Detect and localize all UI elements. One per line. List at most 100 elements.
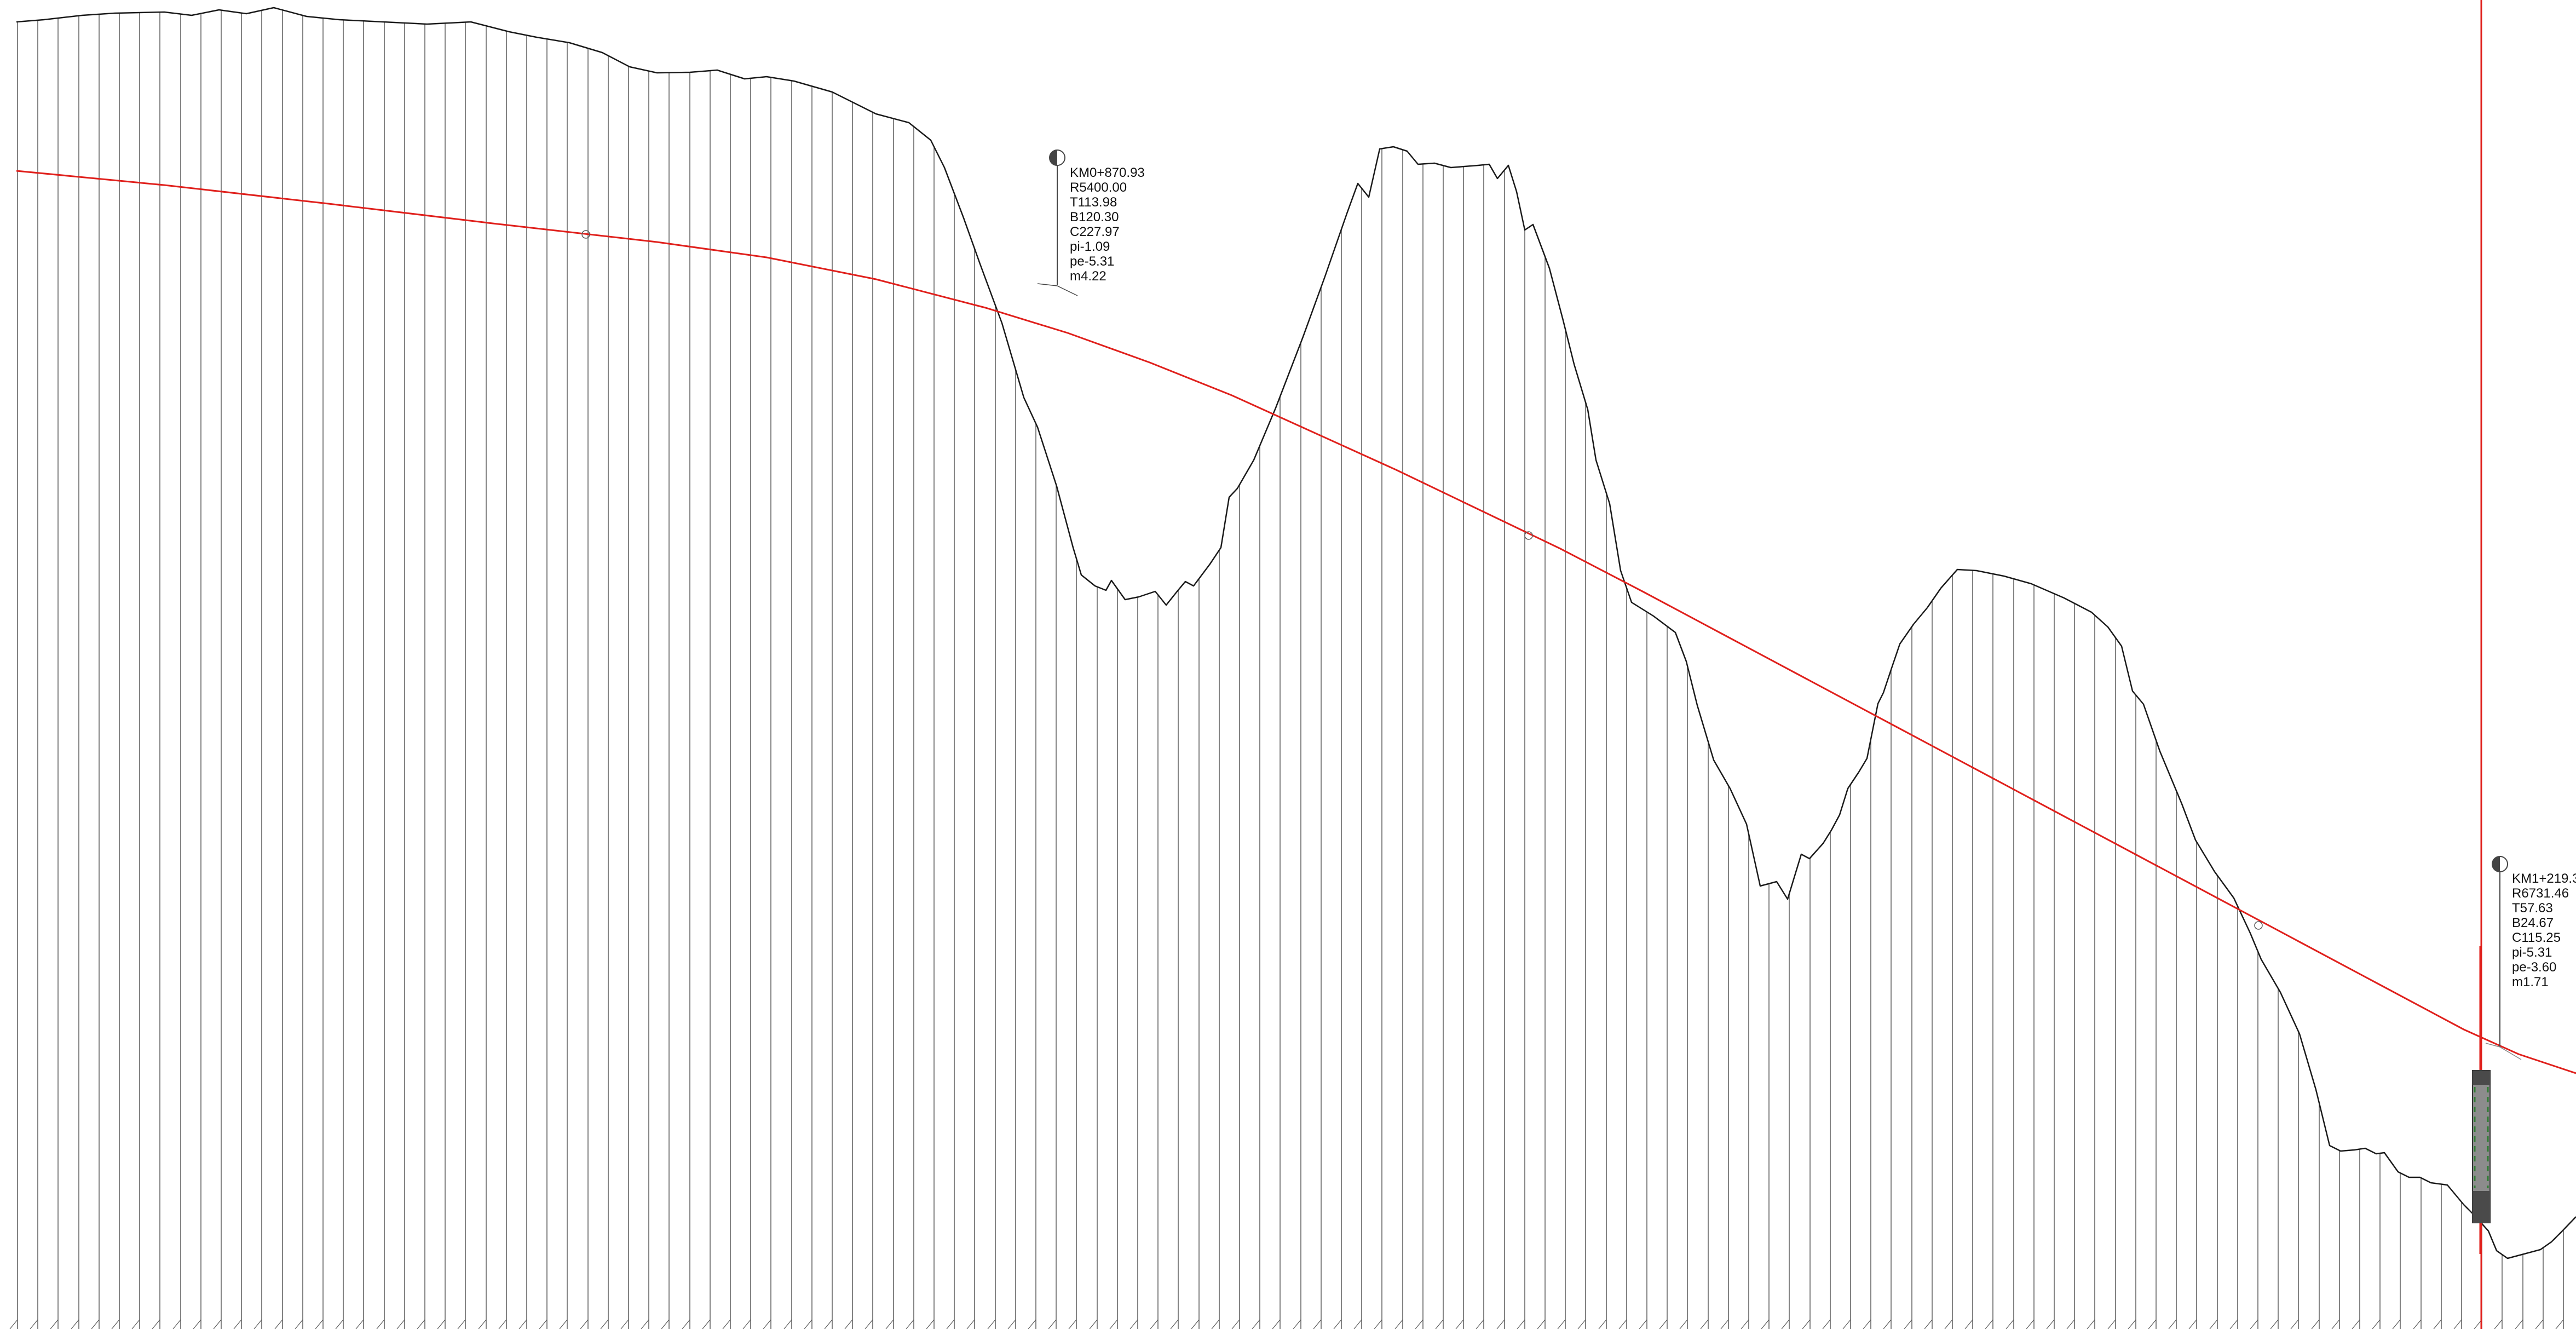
station-tick [2148, 1319, 2157, 1329]
station-tick [172, 1319, 181, 1329]
curve-point-marker [1524, 531, 1533, 540]
station-tick [9, 1319, 18, 1329]
annotation-tick [1037, 283, 1078, 296]
station-tick [71, 1319, 79, 1329]
station-tick [457, 1319, 466, 1329]
station-tick [1944, 1319, 1953, 1329]
station-tick [620, 1319, 629, 1329]
station-tick [742, 1319, 751, 1329]
station-tick [1476, 1319, 1484, 1329]
station-tick [1679, 1319, 1688, 1329]
station-tick [682, 1319, 690, 1329]
station-tick [437, 1319, 446, 1329]
station-tick [2392, 1319, 2401, 1329]
station-tick [1863, 1319, 1871, 1329]
station-tick [1272, 1319, 1281, 1329]
station-tick [2433, 1319, 2442, 1329]
station-tick [2229, 1319, 2238, 1329]
annotation-line: T113.98 [1070, 195, 1117, 210]
station-tick [1415, 1319, 1424, 1329]
station-tick [478, 1319, 487, 1329]
station-tick [2453, 1319, 2462, 1329]
station-tick [518, 1319, 527, 1329]
station-tick [1170, 1319, 1179, 1329]
station-tick [641, 1319, 649, 1329]
station-tick [580, 1319, 589, 1329]
station-tick [1924, 1319, 1933, 1329]
station-tick [1191, 1319, 1200, 1329]
station-tick [2026, 1319, 2035, 1329]
station-tick [111, 1319, 120, 1329]
station-tick [2046, 1319, 2055, 1329]
station-tick [1700, 1319, 1709, 1329]
station-tick [193, 1319, 201, 1329]
station-tick [152, 1319, 160, 1329]
station-tick [661, 1319, 670, 1329]
annotation-tick [2485, 1043, 2522, 1060]
station-tick [1394, 1319, 1403, 1329]
vertical-curve-annotation-1: KM0+870.93 R5400.00 T113.98 B120.30 C227… [1037, 149, 1145, 296]
station-tick [2535, 1319, 2544, 1329]
station-tick [2188, 1319, 2197, 1329]
station-tick [2311, 1319, 2320, 1329]
annotation-line: m4.22 [1070, 269, 1107, 284]
station-tick [30, 1319, 38, 1329]
annotation-line: pe-3.60 [2512, 960, 2556, 975]
station-tick [1333, 1319, 1342, 1329]
station-tick [1618, 1319, 1627, 1329]
station-tick [2555, 1319, 2564, 1329]
station-tick [396, 1319, 405, 1329]
station-tick [2352, 1319, 2360, 1329]
station-tick [946, 1319, 955, 1329]
station-tick [2107, 1319, 2116, 1329]
annotation-line: pe-5.31 [1070, 254, 1114, 269]
ground-profile-line [16, 7, 2576, 1259]
station-tick [1964, 1319, 1973, 1329]
station-tick [2290, 1319, 2299, 1329]
station-tick [1985, 1319, 1993, 1329]
station-tick [1598, 1319, 1607, 1329]
station-tick [1577, 1319, 1586, 1329]
station-tick [1639, 1319, 1647, 1329]
structure-pier [2472, 1070, 2491, 1223]
curve-point-marker [581, 230, 590, 239]
station-tick [722, 1319, 731, 1329]
station-tick [2250, 1319, 2258, 1329]
station-tick [1313, 1319, 1322, 1329]
half-circle-marker-icon [2492, 856, 2508, 872]
station-tick [783, 1319, 792, 1329]
station-tick [315, 1319, 324, 1329]
station-grid-lines [9, 10, 2564, 1329]
station-tick [865, 1319, 873, 1329]
station-tick [1517, 1319, 1525, 1329]
station-tick [2006, 1319, 2014, 1329]
curve-point-marker [2254, 921, 2263, 930]
annotation-line: KM0+870.93 [1070, 165, 1145, 180]
station-tick [91, 1319, 100, 1329]
station-tick [1842, 1319, 1851, 1329]
station-tick [131, 1319, 140, 1329]
station-tick [2168, 1319, 2177, 1329]
station-tick [804, 1319, 812, 1329]
station-tick [1659, 1319, 1668, 1329]
station-tick [1455, 1319, 1464, 1329]
station-tick [1720, 1319, 1729, 1329]
station-tick [987, 1319, 996, 1329]
station-tick [1231, 1319, 1240, 1329]
station-tick [253, 1319, 262, 1329]
station-tick [2331, 1319, 2340, 1329]
station-tick [1048, 1319, 1057, 1329]
station-tick [1252, 1319, 1260, 1329]
station-tick [233, 1319, 242, 1329]
station-tick [1211, 1319, 1220, 1329]
station-tick [600, 1319, 609, 1329]
annotation-line: C227.97 [1070, 225, 1120, 239]
station-tick [559, 1319, 568, 1329]
station-tick [2270, 1319, 2279, 1329]
station-tick [1068, 1319, 1077, 1329]
station-tick [355, 1319, 364, 1329]
station-tick [1129, 1319, 1138, 1329]
station-tick [1150, 1319, 1159, 1329]
station-tick [885, 1319, 894, 1329]
